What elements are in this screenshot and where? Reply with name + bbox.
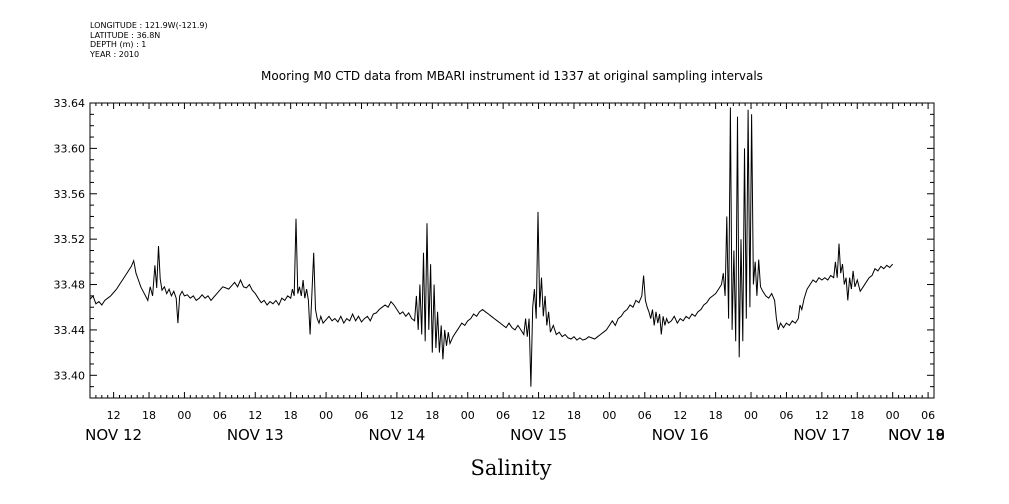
x-tick-label: 18	[284, 409, 298, 422]
chart-title: Mooring M0 CTD data from MBARI instrumen…	[261, 69, 763, 83]
y-tick-label: 33.40	[54, 369, 86, 382]
axis-ticks	[89, 102, 935, 399]
y-tick-label: 33.44	[54, 324, 86, 337]
y-tick-label: 33.56	[54, 188, 86, 201]
x-tick-label: 12	[815, 409, 829, 422]
x-tick-label: 00	[602, 409, 616, 422]
longitude-label: LONGITUDE : 121.9W(-121.9)	[90, 21, 208, 30]
depth-label: DEPTH (m) : 1	[90, 40, 147, 49]
x-tick-label: 06	[496, 409, 510, 422]
x-tick-label: 18	[425, 409, 439, 422]
plot-frame	[89, 102, 935, 399]
y-tick-label: 33.52	[54, 233, 86, 246]
day-label: NOV 18	[888, 426, 945, 444]
latitude-label: LATITUDE : 36.8N	[90, 30, 161, 40]
x-tick-label: 18	[567, 409, 581, 422]
x-tick-labels: 12 18 00 06 12 18 00 06 12 18 00 06 12 18 00 06 12 18 00 06…	[107, 409, 935, 422]
x-tick-label: 00	[177, 409, 191, 422]
y-tick-label: 33.60	[54, 142, 86, 155]
x-tick-label: 00	[461, 409, 475, 422]
day-label: NOV 17	[793, 426, 850, 444]
year-label: YEAR : 2010	[90, 49, 140, 59]
metadata-block: LONGITUDE : 121.9W(-121.9) LATITUDE : 36…	[90, 21, 208, 59]
x-tick-label: 18	[709, 409, 723, 422]
day-label: NOV 19	[888, 426, 945, 444]
salinity-series-line	[89, 107, 894, 387]
x-tick-label: 18	[142, 409, 156, 422]
x-tick-label: 06	[779, 409, 793, 422]
day-label: NOV 15	[510, 426, 567, 444]
x-tick-label: 00	[319, 409, 333, 422]
x-tick-label: 12	[107, 409, 121, 422]
x-tick-label: 06	[354, 409, 368, 422]
day-label: NOV 12	[85, 426, 142, 444]
x-tick-label: 00	[744, 409, 758, 422]
x-tick-label: 00	[886, 409, 900, 422]
x-axis-label: Salinity	[471, 456, 552, 480]
x-tick-label: 12	[532, 409, 546, 422]
day-label: NOV 16	[652, 426, 709, 444]
x-tick-label: 18	[850, 409, 864, 422]
y-tick-labels: 33.40 33.44 33.48 33.52 33.56 33.60 33.64	[54, 97, 86, 382]
day-label: NOV 14	[368, 426, 425, 444]
day-label: NOV 13	[227, 426, 284, 444]
x-tick-label: 06	[921, 409, 935, 422]
y-tick-label: 33.48	[54, 279, 86, 292]
x-tick-label: 12	[248, 409, 262, 422]
x-tick-label: 06	[213, 409, 227, 422]
y-tick-label: 33.64	[54, 97, 86, 110]
x-tick-label: 06	[638, 409, 652, 422]
day-labels: NOV 12 NOV 13 NOV 14 NOV 15 NOV 16 NOV 17 NOV …	[85, 426, 945, 444]
x-tick-label: 12	[673, 409, 687, 422]
x-tick-label: 12	[390, 409, 404, 422]
